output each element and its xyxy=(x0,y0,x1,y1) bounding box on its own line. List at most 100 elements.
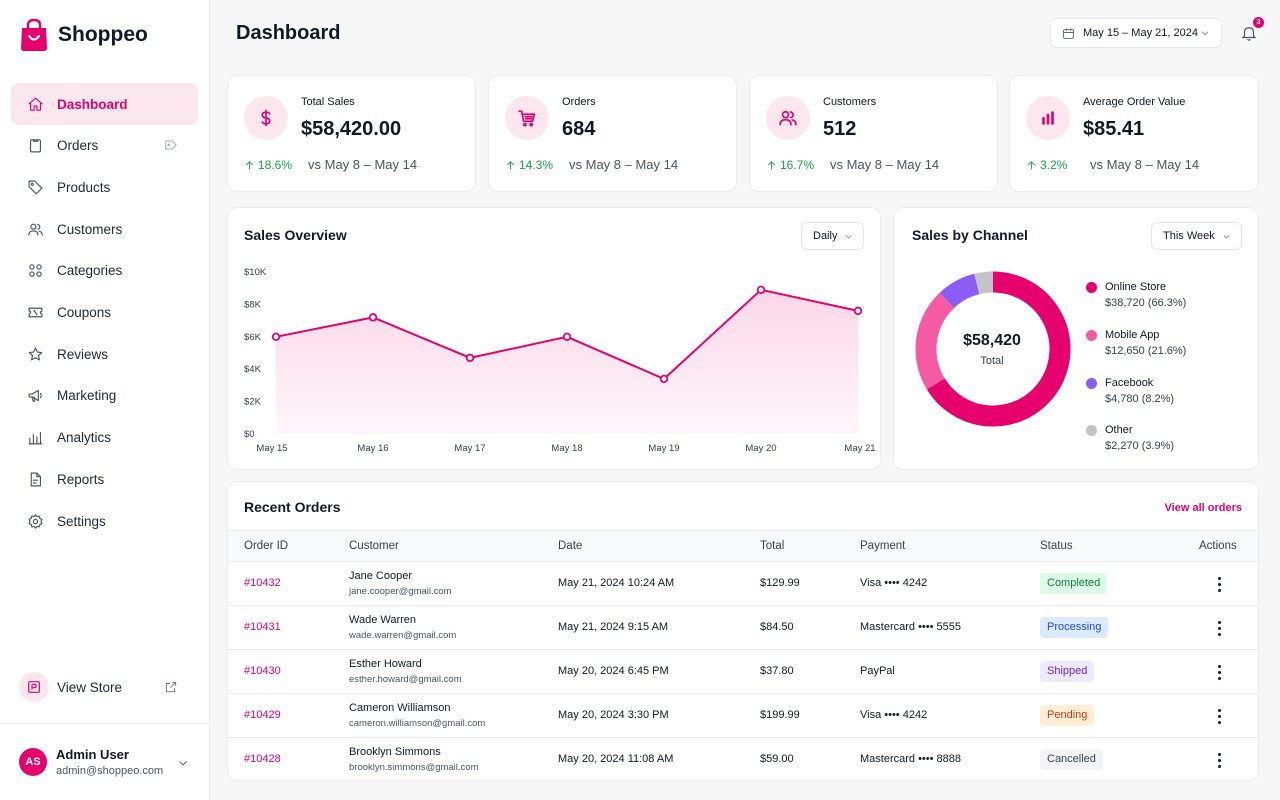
stat-value: 684 xyxy=(562,118,596,140)
notifications-button[interactable] xyxy=(1240,24,1260,44)
dollar-icon xyxy=(244,96,288,140)
sidebar: Shoppeo Dashboard Orders Products Custom… xyxy=(0,0,210,800)
sidebar-item-label: Settings xyxy=(57,513,106,529)
sidebar-item-coupons[interactable]: Coupons xyxy=(11,292,198,334)
customer-name: Brooklyn Simmons xyxy=(349,746,441,758)
megaphone-icon xyxy=(26,387,44,405)
ticket-icon xyxy=(26,304,44,322)
user-name: Admin User xyxy=(56,747,129,762)
sidebar-item-orders[interactable]: Orders xyxy=(11,125,198,167)
view-store-link[interactable]: View Store xyxy=(11,666,198,708)
legend-value: $2,270 (3.9%) xyxy=(1105,440,1175,452)
table-row[interactable]: #10429 Cameron Williamson cameron.willia… xyxy=(228,694,1258,738)
brand[interactable]: Shoppeo xyxy=(18,18,148,52)
sidebar-item-marketing[interactable]: Marketing xyxy=(11,375,198,417)
sales-area xyxy=(276,289,858,434)
period-value: Daily xyxy=(813,230,838,242)
sidebar-item-products[interactable]: Products xyxy=(11,166,198,208)
stat-label: Customers xyxy=(823,96,877,108)
donut-total-label: Total xyxy=(980,355,1004,367)
order-date: May 20, 2024 3:30 PM xyxy=(558,709,669,721)
payment-method: Mastercard •••• 8888 xyxy=(860,753,962,765)
column-header-payment: Payment xyxy=(860,540,906,552)
status-badge: Pending xyxy=(1040,705,1095,726)
user-info: Admin User admin@shoppeo.com xyxy=(56,747,163,777)
sidebar-item-label: Products xyxy=(57,179,111,195)
sidebar-item-label: Dashboard xyxy=(57,96,128,112)
stat-delta-value: 18.6% xyxy=(258,158,293,172)
stat-card-total-sales: Total Sales $58,420.00 18.6% vs May 8 – … xyxy=(227,75,476,192)
order-id-link[interactable]: #10428 xyxy=(244,753,281,765)
brand-name: Shoppeo xyxy=(58,23,148,46)
status-badge: Completed xyxy=(1040,573,1108,594)
gear-icon xyxy=(26,512,44,530)
order-total: $84.50 xyxy=(760,621,794,633)
legend-value: $12,650 (21.6%) xyxy=(1105,345,1187,357)
bar-chart-icon xyxy=(1026,96,1070,140)
order-id-link[interactable]: #10432 xyxy=(244,577,281,589)
legend-value: $4,780 (8.2%) xyxy=(1105,393,1175,405)
x-tick-label: May 20 xyxy=(745,443,776,454)
donut-total-value: $58,420 xyxy=(963,332,1021,349)
sidebar-item-customers[interactable]: Customers xyxy=(11,208,198,250)
sidebar-item-dashboard[interactable]: Dashboard xyxy=(11,83,198,125)
sidebar-item-analytics[interactable]: Analytics xyxy=(11,417,198,459)
stat-delta-value: 14.3% xyxy=(519,158,554,172)
recent-orders-card: Recent Orders View all orders Order ID C… xyxy=(227,481,1259,781)
donut-slice-mobile-app xyxy=(915,292,955,390)
period-value: This Week xyxy=(1163,230,1215,242)
more-actions-icon[interactable] xyxy=(1213,707,1225,725)
order-id-link[interactable]: #10430 xyxy=(244,665,281,677)
stat-label: Total Sales xyxy=(301,96,355,108)
more-actions-icon[interactable] xyxy=(1213,751,1225,769)
user-menu[interactable]: AS Admin User admin@shoppeo.com xyxy=(0,723,209,800)
customer-name: Jane Cooper xyxy=(349,570,412,582)
customer-email: brooklyn.simmons@gmail.com xyxy=(349,762,479,773)
sales-overview-period-dropdown[interactable]: Daily xyxy=(801,222,864,250)
order-id-link[interactable]: #10431 xyxy=(244,621,281,633)
stat-delta-value: 3.2% xyxy=(1040,158,1068,172)
sidebar-item-label: Analytics xyxy=(57,430,112,446)
orders-table-header: Order ID Customer Date Total Payment Sta… xyxy=(228,530,1258,562)
stat-value: $85.41 xyxy=(1083,118,1145,140)
more-actions-icon[interactable] xyxy=(1213,619,1225,637)
data-point xyxy=(465,353,475,363)
view-all-orders-link[interactable]: View all orders xyxy=(1164,502,1242,514)
stat-card-average-order-value: Average Order Value $85.41 3.2% vs May 8… xyxy=(1009,75,1259,192)
arrow-up-icon xyxy=(767,160,776,169)
table-row[interactable]: #10428 Brooklyn Simmons brooklyn.simmons… xyxy=(228,738,1258,780)
column-header-date: Date xyxy=(558,540,583,552)
sidebar-item-reviews[interactable]: Reviews xyxy=(11,333,198,375)
page-title: Dashboard xyxy=(236,22,341,44)
sales-channel-card: Sales by Channel This Week $58,420 Total… xyxy=(893,207,1259,470)
data-point xyxy=(368,313,378,322)
order-total: $37.80 xyxy=(760,665,794,677)
y-tick-label: $4K xyxy=(244,364,262,375)
table-row[interactable]: #10430 Esther Howard esther.howard@gmail… xyxy=(228,650,1258,694)
column-header-order-id: Order ID xyxy=(244,540,289,552)
sidebar-item-reports[interactable]: Reports xyxy=(11,458,198,500)
stat-value: $58,420.00 xyxy=(301,118,402,140)
sidebar-item-categories[interactable]: Categories xyxy=(11,250,198,292)
date-range-picker[interactable]: May 15 – May 21, 2024 xyxy=(1050,18,1222,48)
sales-channel-period-dropdown[interactable]: This Week xyxy=(1151,222,1242,250)
sidebar-item-label: Categories xyxy=(57,263,123,279)
legend-name: Facebook xyxy=(1105,377,1154,389)
cart-icon xyxy=(505,96,549,140)
stat-delta: 3.2% xyxy=(1026,158,1067,172)
more-actions-icon[interactable] xyxy=(1213,663,1225,681)
clipboard-icon xyxy=(26,137,44,155)
date-range-label: May 15 – May 21, 2024 xyxy=(1083,27,1198,39)
sidebar-item-label: Marketing xyxy=(57,388,117,404)
stat-compare: vs May 8 – May 14 xyxy=(569,157,679,172)
store-icon xyxy=(19,672,49,702)
table-row[interactable]: #10431 Wade Warren wade.warren@gmail.com… xyxy=(228,606,1258,650)
sidebar-item-settings[interactable]: Settings xyxy=(11,500,198,542)
grid-icon xyxy=(26,262,44,280)
data-point xyxy=(756,285,766,295)
stat-label: Orders xyxy=(562,96,596,108)
more-actions-icon[interactable] xyxy=(1213,575,1225,593)
order-id-link[interactable]: #10429 xyxy=(244,709,281,721)
legend-name: Online Store xyxy=(1105,281,1167,293)
table-row[interactable]: #10432 Jane Cooper jane.cooper@gmail.com… xyxy=(228,562,1258,606)
